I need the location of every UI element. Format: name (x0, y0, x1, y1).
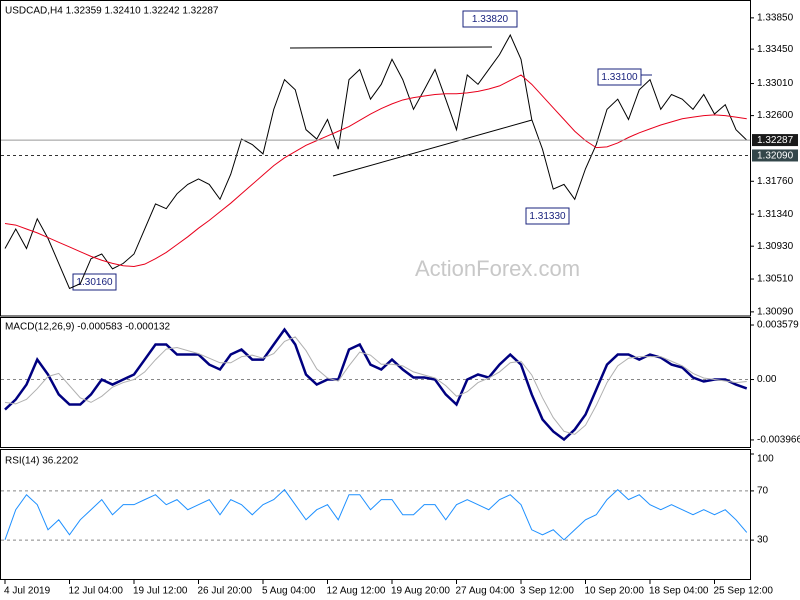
y-tick-label: 1.30930 (757, 241, 794, 252)
rsi-header: RSI(14) 36.2202 (5, 456, 79, 467)
y-tick-label: 1.33450 (757, 44, 794, 55)
price-tag-label: 1.32287 (757, 135, 794, 146)
y-tick-label: 30 (757, 535, 769, 546)
annotation: 1.33100 (601, 72, 638, 83)
watermark: ActionForex.com (415, 256, 580, 281)
y-tick-label: 1.33010 (757, 78, 794, 89)
annotations: 1.33820 1.33100 1.31330 1.30160 (72, 10, 652, 291)
series-line (4, 327, 748, 442)
series-line (4, 336, 747, 435)
x-tick-label: 25 Sep 12:00 (714, 586, 774, 597)
price-tag (752, 134, 798, 147)
annotation: 1.31330 (529, 211, 566, 222)
price-tag-label: 1.32090 (757, 151, 794, 162)
price-header: USDCAD,H4 1.32359 1.32410 1.32242 1.3228… (5, 6, 219, 17)
x-tick-label: 19 Aug 20:00 (391, 586, 450, 597)
annotation-box (462, 10, 518, 28)
price-pane (0, 0, 751, 317)
macd-pane (0, 317, 751, 448)
series-line (4, 488, 748, 541)
macd-header: MACD(12,26,9) -0.000583 -0.000132 (5, 322, 171, 333)
x-tick-label: 12 Aug 12:00 (327, 586, 386, 597)
y-tick-label: 0.003579 (757, 320, 799, 331)
y-tick-label: -0.003966 (757, 435, 800, 446)
x-tick-label: 18 Sep 04:00 (649, 586, 709, 597)
y-tick-label: 70 (757, 486, 769, 497)
x-tick-label: 26 Jul 20:00 (198, 586, 253, 597)
y-tick-label: 1.31340 (757, 209, 794, 220)
y-tick-label: 0.00 (757, 374, 777, 385)
x-tick-label: 5 Aug 04:00 (262, 586, 316, 597)
x-tick-label: 12 Jul 04:00 (69, 586, 124, 597)
x-tick-label: 4 Jul 2019 (4, 586, 51, 597)
y-tick-label: 100 (757, 454, 774, 465)
y-tick-label: 1.31760 (757, 176, 794, 187)
y-tick-label: 1.30510 (757, 274, 794, 285)
annotation-box (597, 68, 642, 86)
annotation-box (525, 207, 570, 225)
rsi-pane (0, 449, 751, 580)
x-tick-label: 3 Sep 12:00 (520, 586, 574, 597)
trend-line (332, 119, 533, 177)
y-tick-label: 1.30090 (757, 307, 794, 318)
x-tick-label: 19 Jul 12:00 (133, 586, 188, 597)
x-tick-label: 10 Sep 20:00 (585, 586, 645, 597)
pattern-line (289, 46, 493, 49)
price-tag (752, 149, 798, 162)
y-tick-label: 1.33850 (757, 12, 794, 23)
annotation: 1.30160 (76, 277, 113, 288)
annotation: 1.33820 (472, 14, 509, 25)
y-tick-label: 1.32600 (757, 110, 794, 121)
x-tick-label: 27 Aug 04:00 (456, 586, 515, 597)
series-line (4, 33, 748, 290)
annotation-box (72, 273, 117, 291)
